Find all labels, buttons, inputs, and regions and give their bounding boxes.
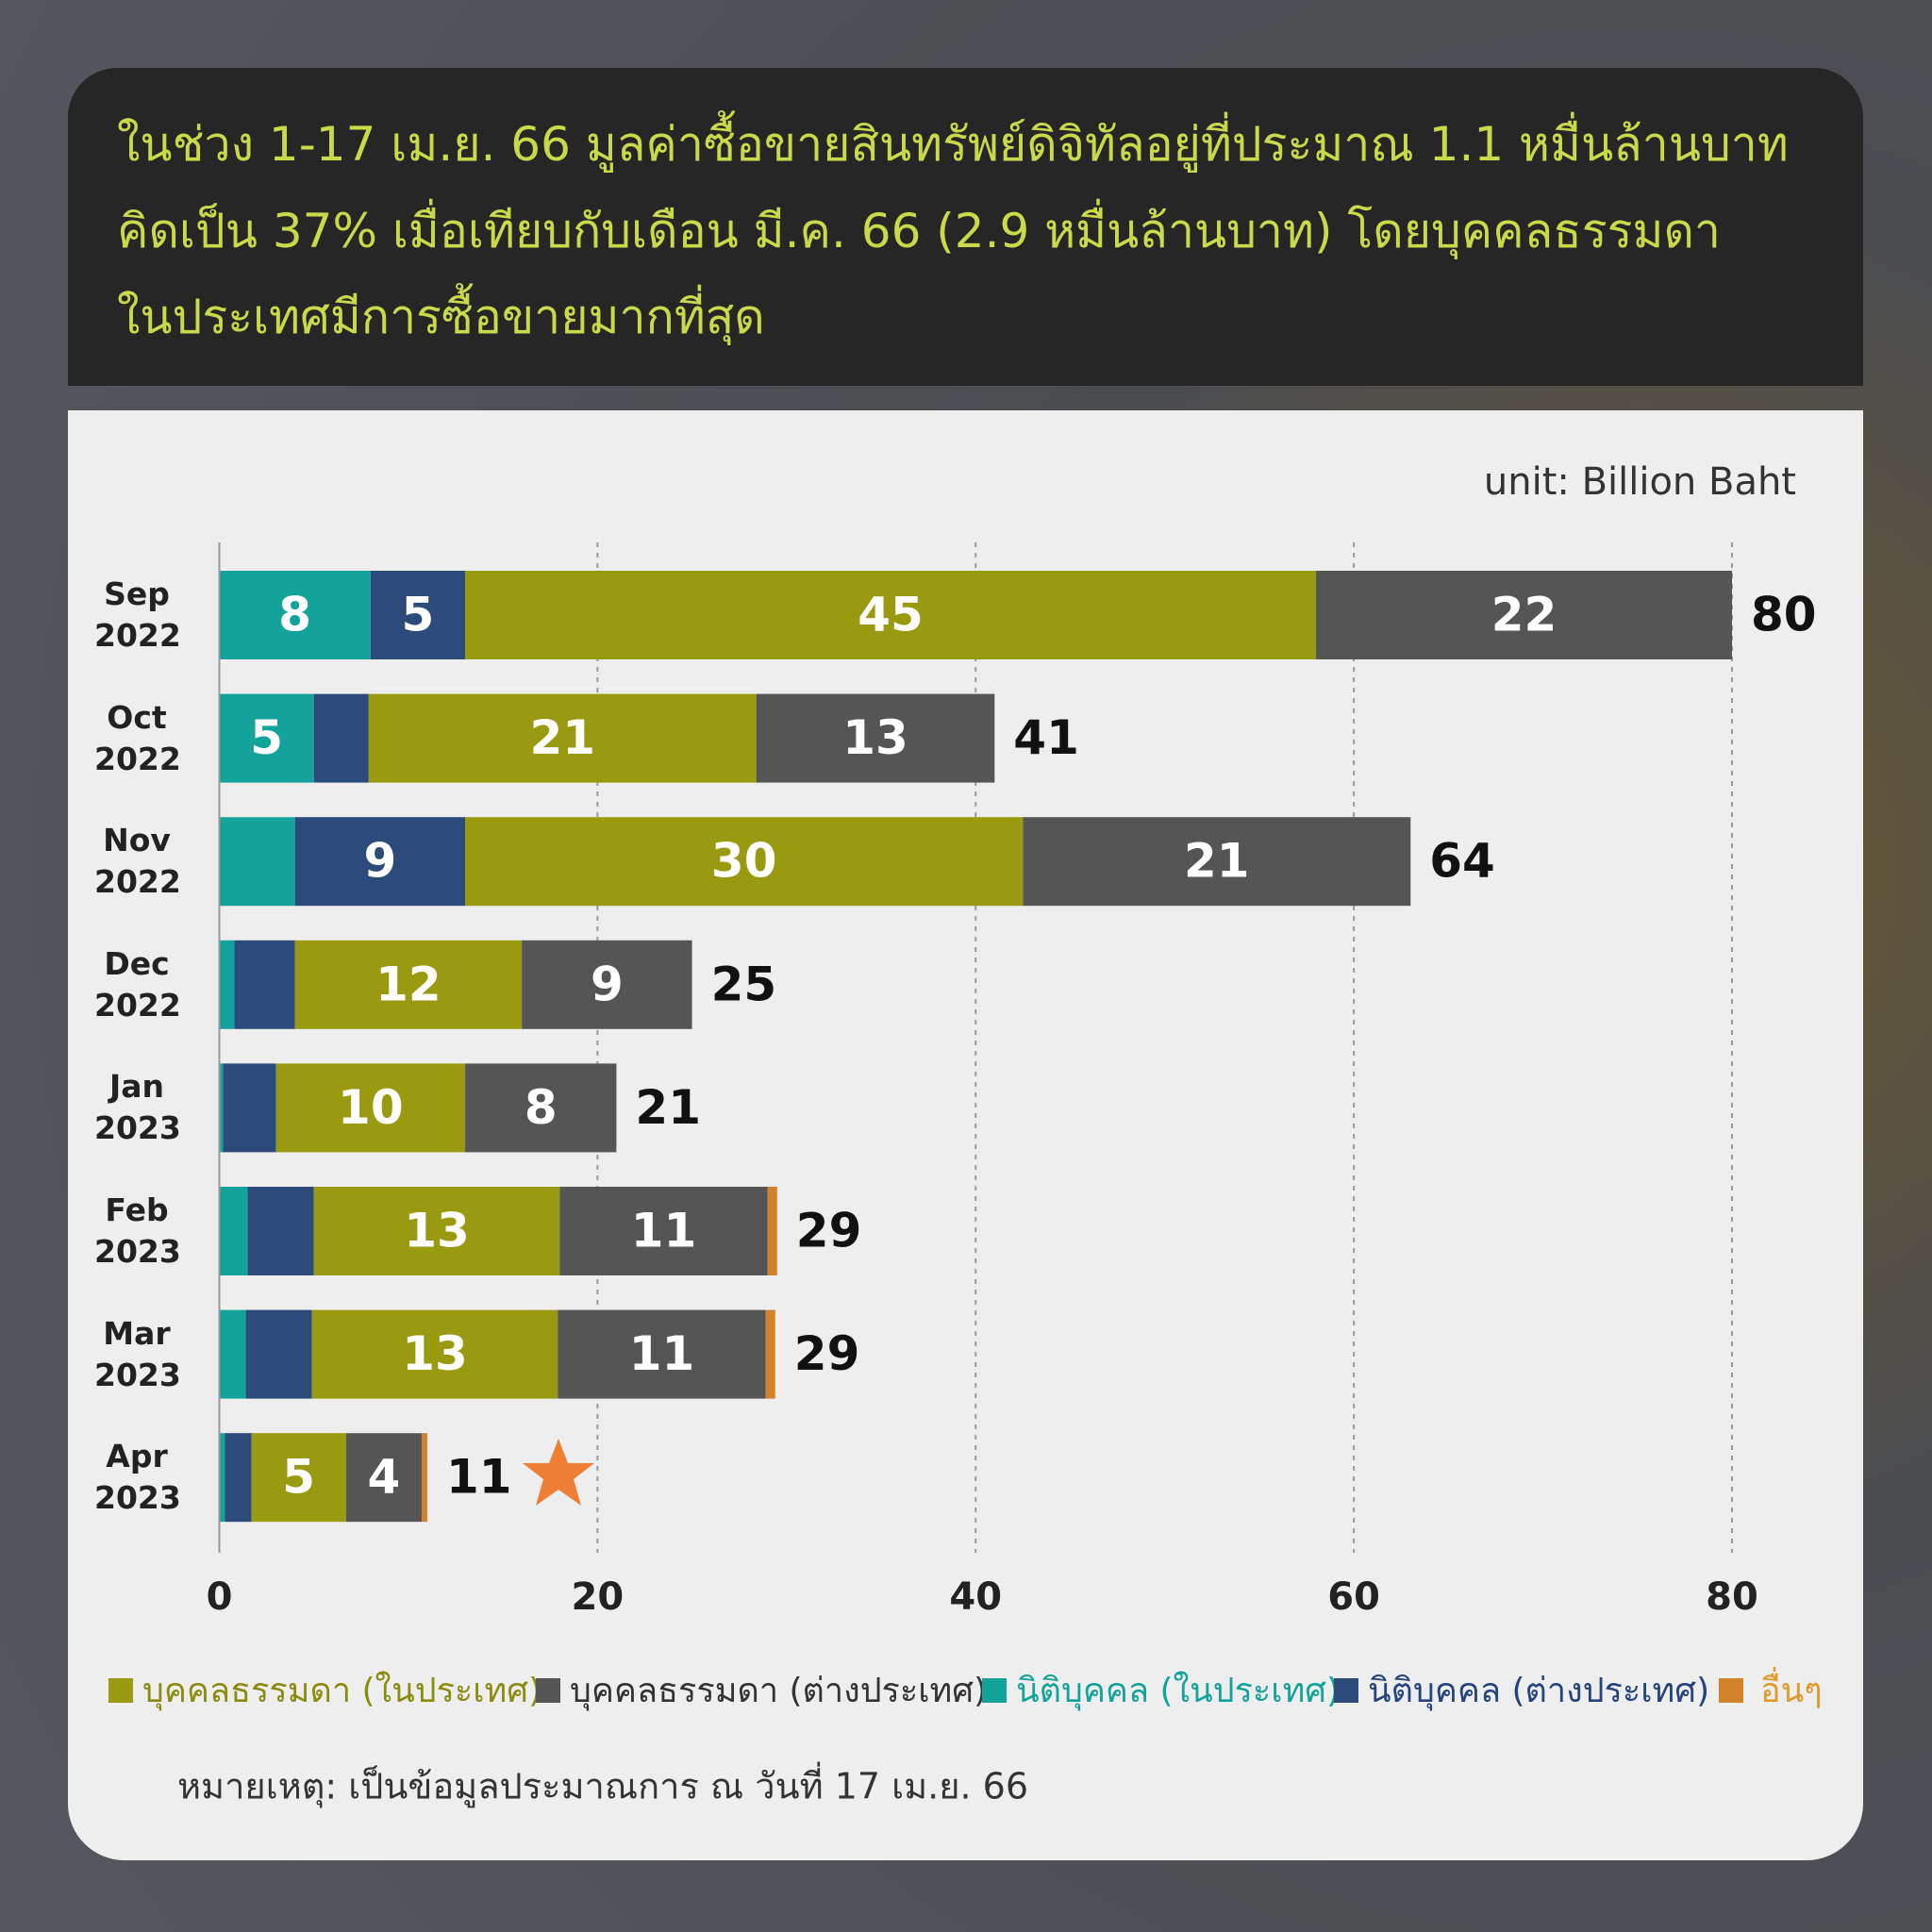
legend-label: อื่นๆ xyxy=(1760,1667,1823,1710)
total-label: 29 xyxy=(796,1204,862,1258)
star-icon xyxy=(523,1439,594,1506)
legend-swatch xyxy=(1334,1678,1358,1703)
bar-segment xyxy=(370,571,466,659)
note: หมายเหตุ: เป็นข้อมูลประมาณการ ณ วันที่ 1… xyxy=(177,1762,1028,1808)
total-label: 80 xyxy=(1751,588,1817,642)
data-label: 8 xyxy=(525,1080,558,1135)
data-label: 9 xyxy=(363,834,396,889)
data-label: 4 xyxy=(367,1450,400,1505)
bar-segment xyxy=(219,693,314,783)
title-line: ในประเทศมีการซื้อขายมากที่สุด xyxy=(117,290,765,344)
bar-segment xyxy=(465,817,1024,907)
y-tick-label: Dec 2022 xyxy=(94,944,181,1024)
total-label: 29 xyxy=(794,1326,860,1381)
data-label: 11 xyxy=(631,1204,697,1258)
legend-label: นิติบุคคล (ในประเทศ) xyxy=(1016,1671,1340,1711)
header: ในช่วง 1-17 เม.ย. 66 มูลค่าซื้อขายสินทรั… xyxy=(68,68,1863,386)
total-label: 64 xyxy=(1429,834,1495,889)
unit-label: unit: Billion Baht xyxy=(1484,460,1796,504)
bar-segment xyxy=(421,1433,427,1523)
bar-segment xyxy=(1023,817,1411,907)
data-label: 11 xyxy=(629,1326,695,1381)
data-label: 12 xyxy=(375,957,441,1011)
y-tick-label: Jan 2023 xyxy=(94,1068,181,1147)
data-label: 21 xyxy=(1184,834,1250,889)
bar-segment xyxy=(313,1187,560,1275)
bar-segment xyxy=(313,693,369,783)
total-label: 21 xyxy=(635,1080,701,1135)
x-tick-label: 0 xyxy=(207,1575,233,1619)
legend-swatch xyxy=(536,1678,560,1703)
legend-swatch xyxy=(982,1678,1007,1703)
data-label: 8 xyxy=(278,588,311,642)
bar-segment xyxy=(219,1433,225,1523)
total-label: 25 xyxy=(711,957,777,1011)
data-label: 5 xyxy=(282,1450,315,1505)
legend-label: นิติบุคคล (ต่างประเทศ) xyxy=(1368,1672,1709,1711)
bar-segment xyxy=(251,1433,346,1523)
legend-label: บุคคลธรรมดา (ในประเทศ) xyxy=(142,1671,541,1711)
bar-segment xyxy=(368,693,757,783)
bar-segment xyxy=(219,1187,248,1275)
title-line: คิดเป็น 37% เมื่อเทียบกับเดือน มี.ค. 66 … xyxy=(117,204,1721,258)
bar-segment xyxy=(559,1187,768,1275)
data-label: 30 xyxy=(711,834,777,889)
x-tick-label: 80 xyxy=(1706,1575,1758,1619)
legend-swatch xyxy=(108,1678,133,1703)
bar-segment xyxy=(345,1433,422,1523)
bar-segment xyxy=(1316,571,1732,659)
bar-segment xyxy=(219,1309,246,1399)
total-label: 11 xyxy=(446,1450,512,1505)
bar-segment xyxy=(756,693,995,783)
data-label: 9 xyxy=(591,957,624,1011)
total-label: 41 xyxy=(1013,710,1079,765)
data-label: 5 xyxy=(250,710,283,765)
y-tick-label: Apr 2023 xyxy=(94,1438,181,1517)
x-tick-label: 40 xyxy=(949,1575,1002,1619)
bar-segment xyxy=(223,1063,276,1153)
bar-segment xyxy=(275,1063,466,1153)
y-tick-label: Nov 2022 xyxy=(94,822,181,901)
bar-segment xyxy=(219,817,295,907)
y-tick-label: Mar 2023 xyxy=(94,1314,181,1393)
bar-segment xyxy=(311,1309,558,1399)
data-label: 10 xyxy=(338,1080,404,1135)
data-label: 13 xyxy=(842,710,908,765)
bar-segment xyxy=(219,571,371,659)
legend-swatch xyxy=(1719,1678,1743,1703)
bar-segment xyxy=(767,1187,777,1275)
bar-segment xyxy=(522,940,692,1029)
bar-segment xyxy=(247,1187,314,1275)
data-label: 5 xyxy=(402,588,435,642)
bar-segment xyxy=(465,571,1317,659)
x-tick-label: 60 xyxy=(1327,1575,1380,1619)
y-tick-label: Oct 2022 xyxy=(94,698,181,777)
bar-segment xyxy=(225,1433,252,1523)
y-tick-label: Feb 2023 xyxy=(94,1191,181,1270)
y-tick-label: Sep 2022 xyxy=(94,575,181,654)
bar-segment xyxy=(465,1063,617,1153)
x-tick-label: 20 xyxy=(572,1575,625,1619)
bar-segment xyxy=(558,1309,766,1399)
title-line: ในช่วง 1-17 เม.ย. 66 มูลค่าซื้อขายสินทรั… xyxy=(117,117,1789,172)
data-label: 22 xyxy=(1491,588,1557,642)
bar-segment xyxy=(245,1309,312,1399)
data-label: 13 xyxy=(404,1204,470,1258)
bar-segment xyxy=(234,940,295,1029)
bar-segment xyxy=(294,940,523,1029)
bar-segment xyxy=(219,1063,224,1153)
bar-segment xyxy=(219,940,235,1029)
bar-segment xyxy=(765,1309,775,1399)
data-label: 21 xyxy=(529,710,595,765)
legend-label: บุคคลธรรมดา (ต่างประเทศ) xyxy=(570,1672,987,1711)
bar-segment xyxy=(294,817,466,907)
data-label: 45 xyxy=(858,588,924,642)
data-label: 13 xyxy=(402,1326,468,1381)
